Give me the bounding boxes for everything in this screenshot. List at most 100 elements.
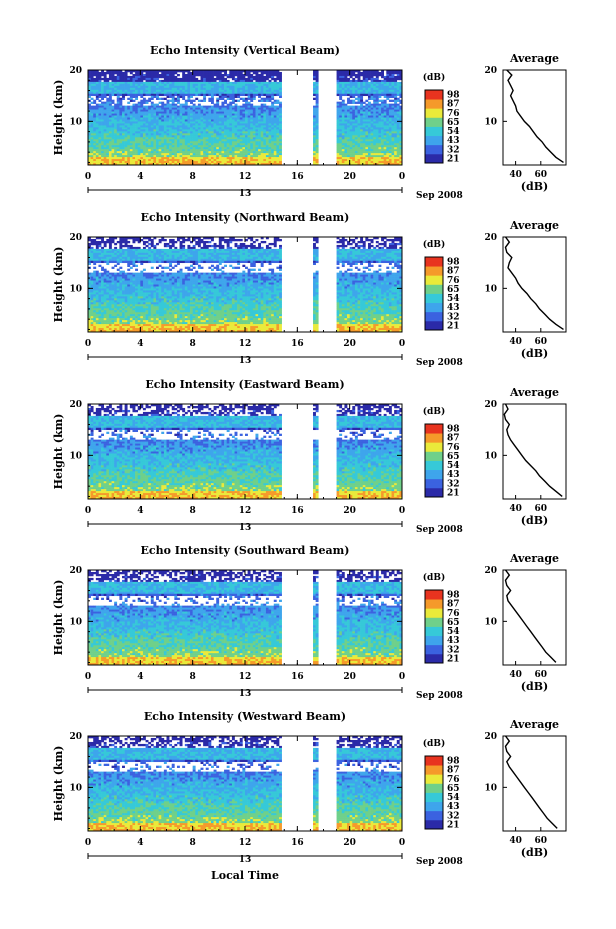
heatmap-cell [161,101,165,104]
heatmap-cell [313,135,316,138]
heatmap-cell [388,79,392,83]
heatmap-cell [396,73,400,77]
heatmap-cell [208,147,212,150]
heatmap-cell [349,133,353,136]
heatmap-cell [122,151,125,154]
heatmap-cell [391,95,395,99]
heatmap-cell [237,145,241,148]
heatmap-cell [252,115,256,118]
heatmap-cell [365,151,369,154]
heatmap-cell [153,77,157,81]
heatmap-cell [237,87,241,91]
heatmap-cell [158,119,162,122]
heatmap-cell [119,147,123,150]
heatmap-cell [95,81,99,85]
heatmap-cell [344,70,348,73]
heatmap-cell [153,157,157,160]
heatmap-cell [184,141,188,144]
heatmap-cell [205,79,209,83]
heatmap-cell [90,77,94,81]
heatmap-cell [90,294,94,297]
heatmap-cell [166,85,170,89]
heatmap-cell [101,318,104,321]
heatmap-cell [224,155,227,158]
heatmap-cell [93,324,97,327]
heatmap-cell [263,161,267,164]
heatmap-cell [354,145,358,148]
heatmap-cell [341,133,345,136]
heatmap-cell [258,117,261,120]
heatmap-cell [93,137,97,140]
heatmap-cell [260,71,264,75]
heatmap-cell [221,139,225,142]
heatmap-cell [336,105,340,108]
heatmap-cell [315,143,319,146]
heatmap-cell [365,163,369,166]
heatmap-cell [145,125,149,128]
heatmap-cell [210,163,214,166]
heatmap-cell [148,161,152,164]
heatmap-cell [187,153,191,156]
heatmap-cell [124,70,128,73]
heatmap-cell [187,107,191,110]
heatmap-cell [88,286,91,289]
heatmap-cell [242,79,246,83]
heatmap-cell [250,97,254,100]
heatmap-cell [224,145,227,148]
heatmap-cell [95,282,99,285]
heatmap-cell [268,109,272,112]
heatmap-cell [101,125,104,128]
heatmap-cell [370,113,374,116]
heatmap-cell [93,143,97,146]
avg-x-tick-label: 40 [509,170,522,180]
heatmap-cell [129,145,133,148]
heatmap-cell [95,318,99,321]
heatmap-cell [336,147,340,150]
heatmap-cell [197,81,201,85]
heatmap-cell [95,161,99,164]
heatmap-cell [132,87,136,91]
heatmap-cell [210,123,214,126]
heatmap-cell [381,135,384,138]
heatmap-cell [216,147,220,150]
heatmap-cell [339,133,343,136]
heatmap-cell [158,133,162,136]
heatmap-cell [129,157,133,160]
heatmap-cell [271,77,275,81]
heatmap-cell [171,71,175,75]
heatmap-cell [190,99,193,102]
heatmap-cell [231,89,235,93]
heatmap-cell [386,143,390,146]
heatmap-cell [224,151,227,154]
heatmap-cell [362,85,366,89]
heatmap-cell [114,145,118,148]
heatmap-cell [140,103,144,106]
heatmap-cell [378,123,382,126]
heatmap-cell [221,81,225,85]
heatmap-cell [166,161,170,164]
heatmap-cell [362,70,366,73]
heatmap-cell [224,85,227,89]
heatmap-cell [114,125,118,128]
heatmap-cell [174,151,178,154]
heatmap-cell [226,127,230,130]
heatmap-cell [98,111,102,114]
heatmap-cell [195,131,199,134]
heatmap-cell [276,159,280,162]
heatmap-cell [153,139,157,142]
heatmap-cell [252,91,256,95]
heatmap-cell [276,121,280,124]
heatmap-cell [336,141,340,144]
heatmap-cell [271,155,275,158]
heatmap-cell [127,159,131,162]
heatmap-cell [263,141,267,144]
heatmap-cell [137,71,141,75]
heatmap-cell [93,85,97,89]
heatmap-cell [93,115,97,118]
heatmap-cell [179,121,183,124]
heatmap-cell [142,105,146,108]
heatmap-cell [103,258,107,262]
heatmap-cell [344,163,348,166]
heatmap-cell [129,125,133,128]
heatmap-cell [349,159,353,162]
